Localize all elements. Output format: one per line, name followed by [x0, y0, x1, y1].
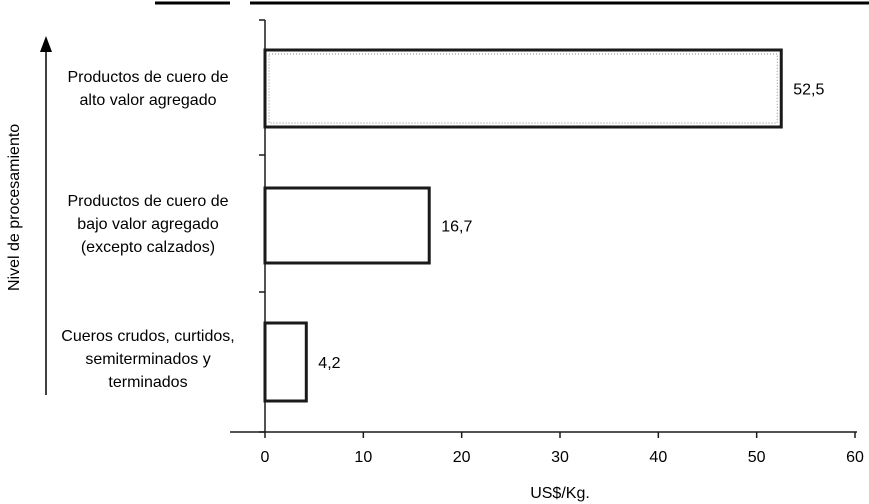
y-axis-title: Nivel de procesamiento: [6, 123, 23, 291]
category-label-high-value: Productos de cuero de alto valor agregad…: [67, 69, 229, 109]
x-tick-label-40: 40: [649, 449, 667, 466]
bar-value-label-0: 52,5: [793, 82, 824, 99]
x-tick-label-50: 50: [748, 449, 766, 466]
x-tick-label-20: 20: [453, 449, 471, 466]
bar-0: [263, 48, 783, 129]
x-tick-label-0: 0: [261, 449, 270, 466]
x-tick-label-10: 10: [354, 449, 372, 466]
x-tick-label-60: 60: [846, 449, 864, 466]
bar-2: [263, 321, 308, 403]
bar-1: [263, 186, 431, 265]
bar-0-inner: [268, 53, 778, 124]
x-axis-title: US$/Kg.: [530, 485, 590, 502]
bar-value-label-1: 16,7: [441, 219, 472, 236]
y-arrow-head: [40, 36, 52, 52]
category-label-raw-hides: Cueros crudos, curtidos, semiterminados …: [61, 328, 235, 391]
x-tick-label-30: 30: [551, 449, 569, 466]
bar-value-label-2: 4,2: [318, 355, 340, 372]
category-label-low-value: Productos de cuero de bajo valor agregad…: [67, 193, 229, 256]
